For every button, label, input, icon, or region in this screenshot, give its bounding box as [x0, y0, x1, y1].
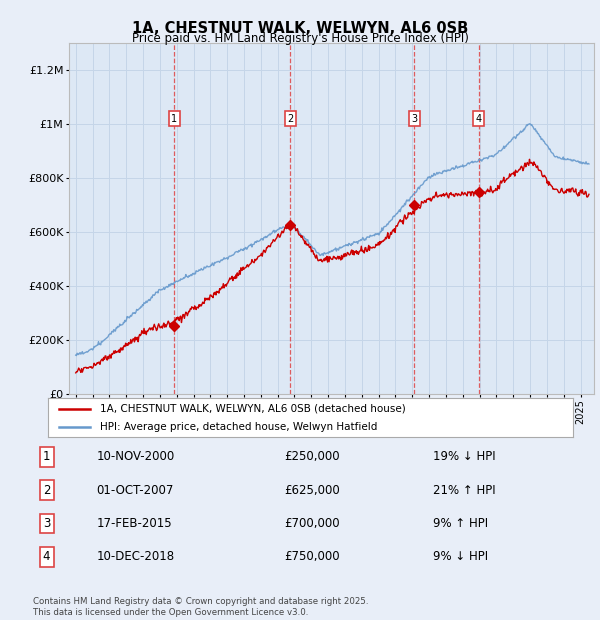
Text: 2: 2	[287, 114, 293, 124]
Text: 4: 4	[43, 551, 50, 564]
Text: 3: 3	[412, 114, 418, 124]
Text: £700,000: £700,000	[284, 517, 340, 530]
Text: 4: 4	[476, 114, 482, 124]
Text: 3: 3	[43, 517, 50, 530]
Text: 1A, CHESTNUT WALK, WELWYN, AL6 0SB: 1A, CHESTNUT WALK, WELWYN, AL6 0SB	[132, 21, 468, 36]
Text: 17-FEB-2015: 17-FEB-2015	[96, 517, 172, 530]
Text: 10-DEC-2018: 10-DEC-2018	[96, 551, 175, 564]
Text: 1A, CHESTNUT WALK, WELWYN, AL6 0SB (detached house): 1A, CHESTNUT WALK, WELWYN, AL6 0SB (deta…	[101, 404, 406, 414]
Text: £625,000: £625,000	[284, 484, 340, 497]
Text: HPI: Average price, detached house, Welwyn Hatfield: HPI: Average price, detached house, Welw…	[101, 422, 378, 432]
Text: 19% ↓ HPI: 19% ↓ HPI	[433, 450, 496, 463]
Text: Price paid vs. HM Land Registry's House Price Index (HPI): Price paid vs. HM Land Registry's House …	[131, 32, 469, 45]
Text: £750,000: £750,000	[284, 551, 340, 564]
Text: 1: 1	[171, 114, 178, 124]
Text: £250,000: £250,000	[284, 450, 340, 463]
Text: 2: 2	[43, 484, 50, 497]
Text: 1: 1	[43, 450, 50, 463]
Text: 9% ↑ HPI: 9% ↑ HPI	[433, 517, 488, 530]
Text: Contains HM Land Registry data © Crown copyright and database right 2025.
This d: Contains HM Land Registry data © Crown c…	[33, 598, 368, 617]
Text: 10-NOV-2000: 10-NOV-2000	[96, 450, 175, 463]
Text: 9% ↓ HPI: 9% ↓ HPI	[433, 551, 488, 564]
Text: 21% ↑ HPI: 21% ↑ HPI	[433, 484, 496, 497]
Text: 01-OCT-2007: 01-OCT-2007	[96, 484, 173, 497]
